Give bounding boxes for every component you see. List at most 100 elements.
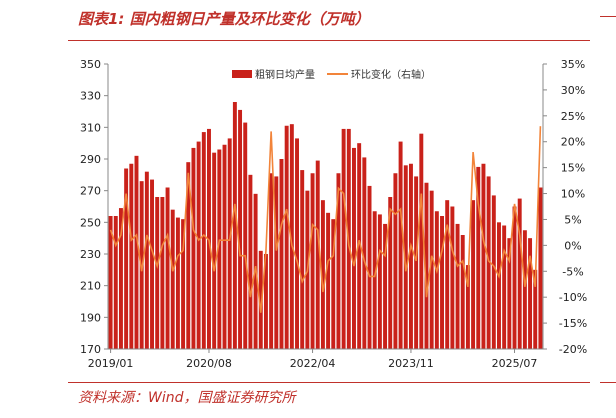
y-right-tick-4: 15% <box>561 162 585 175</box>
bar-18 <box>201 132 206 349</box>
y-right-tick-2: 25% <box>561 110 585 123</box>
y-left-tick-5: 250 <box>80 216 101 229</box>
y-left-tick-6: 230 <box>80 248 101 261</box>
bar-72 <box>481 163 486 349</box>
bar-25 <box>238 109 243 349</box>
bar-56 <box>398 141 403 349</box>
bar-44 <box>336 173 341 349</box>
bar-47 <box>352 147 356 349</box>
bar-62 <box>429 190 434 349</box>
y-left-tick-4: 270 <box>80 185 101 198</box>
x-tick-1: 2020/08 <box>186 357 232 370</box>
bar-68 <box>460 235 465 349</box>
legend-label-line: 环比变化（右轴） <box>351 68 431 81</box>
bar-81 <box>528 238 533 349</box>
x-tick-2: 2022/04 <box>290 357 336 370</box>
y-left-tick-9: 170 <box>80 343 101 356</box>
edge-rule-top <box>600 16 616 17</box>
bar-series <box>108 102 543 349</box>
x-tick-0: 2019/01 <box>88 357 134 370</box>
bar-32 <box>274 176 279 349</box>
y-right-tick-0: 35% <box>561 58 585 71</box>
y-right-tick-6: 5% <box>564 213 581 226</box>
bar-48 <box>357 143 362 349</box>
bar-1 <box>113 216 118 349</box>
bar-3 <box>124 168 129 349</box>
y-left-tick-2: 310 <box>80 121 101 134</box>
bar-73 <box>486 176 491 349</box>
bar-7 <box>144 171 149 349</box>
bar-36 <box>295 138 299 349</box>
bar-21 <box>217 149 222 349</box>
bar-74 <box>491 195 496 349</box>
y-right-tick-11: -20% <box>559 343 587 356</box>
bar-49 <box>362 157 367 349</box>
bar-51 <box>372 211 377 349</box>
bar-71 <box>476 166 481 349</box>
axes: 350 330 310 290 270 250 230 210 190 170 35% 30% 25% 2… <box>80 58 587 370</box>
bar-43 <box>331 219 336 349</box>
bar-40 <box>315 160 320 349</box>
bar-34 <box>284 125 289 349</box>
bottom-rule <box>68 382 590 383</box>
bar-52 <box>377 214 382 349</box>
bar-30 <box>263 254 268 349</box>
bar-41 <box>320 200 325 349</box>
bar-50 <box>367 185 372 349</box>
bar-0 <box>108 216 113 349</box>
bar-42 <box>326 212 331 349</box>
source-note: 资料来源：Wind，国盛证券研究所 <box>78 390 296 406</box>
y-right-tick-3: 20% <box>561 136 585 149</box>
y-left-tick-0: 350 <box>80 58 101 71</box>
edge-rule-bottom <box>600 382 616 383</box>
bar-39 <box>310 173 315 349</box>
bar-12 <box>170 209 175 349</box>
y-right-tick-5: 10% <box>561 188 585 201</box>
bar-17 <box>196 141 201 349</box>
bar-55 <box>393 173 398 349</box>
bar-60 <box>419 133 424 349</box>
bar-37 <box>300 170 305 349</box>
bar-80 <box>522 230 527 349</box>
bar-11 <box>165 187 170 349</box>
bar-45 <box>341 128 346 349</box>
bar-67 <box>455 223 460 349</box>
bar-58 <box>408 163 413 349</box>
bar-22 <box>222 144 227 349</box>
legend-swatch-bar <box>232 70 252 78</box>
legend: 粗钢日均产量 环比变化（右轴） <box>232 68 431 81</box>
bar-29 <box>258 250 263 349</box>
bar-65 <box>445 200 450 349</box>
y-right-tick-7: 0% <box>564 239 581 252</box>
y-left-tick-3: 290 <box>80 153 101 166</box>
bar-78 <box>512 206 517 349</box>
bar-54 <box>388 197 393 349</box>
bar-82 <box>533 269 538 349</box>
x-tick-4: 2025/07 <box>492 357 538 370</box>
bar-9 <box>155 197 160 349</box>
x-tick-3: 2023/11 <box>388 357 434 370</box>
bar-70 <box>471 200 476 349</box>
legend-label-bar: 粗钢日均产量 <box>255 68 315 81</box>
bar-61 <box>424 182 429 349</box>
bar-53 <box>383 223 388 349</box>
bar-69 <box>465 265 470 349</box>
bar-64 <box>440 216 444 349</box>
line-series <box>109 126 542 313</box>
bar-66 <box>450 206 455 349</box>
y-right-tick-10: -15% <box>559 317 587 330</box>
bar-23 <box>227 138 232 349</box>
bar-20 <box>212 152 217 349</box>
bar-79 <box>517 198 522 349</box>
bar-77 <box>507 238 512 349</box>
y-left-tick-7: 210 <box>80 280 101 293</box>
bar-59 <box>414 176 419 349</box>
bar-6 <box>139 181 144 349</box>
bar-2 <box>118 208 123 349</box>
y-left-tick-8: 190 <box>80 311 101 324</box>
bar-27 <box>248 174 253 349</box>
top-rule <box>68 40 590 41</box>
bar-16 <box>191 147 196 349</box>
bar-13 <box>175 217 180 349</box>
